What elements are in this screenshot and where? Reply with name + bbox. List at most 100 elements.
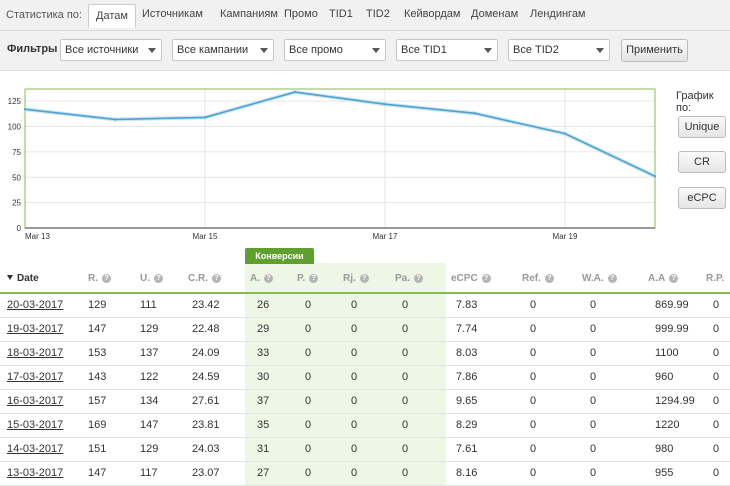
tab-campaigns[interactable]: Кампаниям [220,8,278,20]
header-ecpc-label: eCPC [451,273,478,284]
tab-tid1[interactable]: TID1 [329,8,353,20]
cell-u: 134 [140,395,159,407]
tid2-select[interactable]: Все TID2 [508,39,610,61]
table-row: 20-03-2017 129 111 23.42 26 0 0 0 7.83 0 0 869.99 0 [0,293,730,318]
help-icon[interactable]: ? [669,274,679,283]
chart-by-label: График по: [676,90,714,114]
cell-r: 157 [88,395,107,407]
cell-r: 129 [88,299,107,311]
x-tick-label: Mar 19 [553,232,578,241]
cell-ref: 0 [530,371,537,383]
help-icon[interactable]: ? [154,274,163,283]
cell-aa: 955 [655,467,674,479]
campaigns-select-value: Все кампании [177,44,249,56]
cell-date[interactable]: 19-03-2017 [7,323,64,335]
header-pa[interactable]: Pa.? [395,273,424,284]
tab-promo[interactable]: Промо [284,8,318,20]
help-icon[interactable]: ? [544,274,554,283]
tid1-select[interactable]: Все TID1 [396,39,498,61]
help-icon[interactable]: ? [102,274,111,283]
cell-ecpc: 8.29 [456,419,478,431]
cell-wa: 0 [590,371,597,383]
header-u[interactable]: U.? [140,273,163,284]
cell-ref: 0 [530,419,537,431]
cell-u: 147 [140,419,159,431]
filters-bar: Фильтры Все источники Все кампании Все п… [0,31,730,71]
y-tick-label: 25 [12,199,21,208]
conversions-group-label: Конверсии [245,248,314,264]
cell-date[interactable]: 18-03-2017 [7,347,64,359]
table-row: 15-03-2017 169 147 23.81 35 0 0 0 8.29 0 0 1220 0 [0,413,730,438]
cell-u: 137 [140,347,159,359]
tab-keywords[interactable]: Кейвордам [404,8,461,20]
tab-domains[interactable]: Доменам [471,8,519,20]
cell-rp: 0 [713,467,720,479]
sort-desc-icon [7,275,13,280]
cell-aa: 980 [655,443,674,455]
header-cr[interactable]: C.R.? [188,273,221,284]
chevron-down-icon [484,48,492,53]
cell-date[interactable]: 15-03-2017 [7,419,64,431]
table-row: 18-03-2017 153 137 24.09 33 0 0 0 8.03 0 0 1100 0 [0,341,730,366]
tab-sources[interactable]: Источникам [142,8,203,20]
cell-pa: 0 [402,419,409,431]
header-aa[interactable]: A.A? [648,273,679,284]
cell-ref: 0 [530,299,537,311]
data-point [23,108,27,111]
cell-u: 117 [140,467,158,479]
tab-tid2[interactable]: TID2 [366,8,390,20]
cell-a: 37 [257,395,270,407]
header-ref[interactable]: Ref.? [522,273,554,284]
cell-date[interactable]: 20-03-2017 [7,299,64,311]
help-icon[interactable]: ? [359,274,369,283]
cr-button[interactable]: CR [678,151,726,173]
cell-r: 169 [88,419,107,431]
header-r-label: R. [88,273,98,284]
data-point [473,112,477,115]
data-point [563,132,567,135]
help-icon[interactable]: ? [309,274,319,283]
help-icon[interactable]: ? [414,274,424,283]
tab-dates[interactable]: Датам [88,4,136,28]
header-a[interactable]: A.? [250,273,273,284]
cell-cr: 23.42 [192,299,220,311]
help-icon[interactable]: ? [264,274,273,283]
cell-p: 0 [305,419,312,431]
y-tick-label: 75 [12,148,21,157]
y-tick-label: 100 [8,123,22,132]
cell-date[interactable]: 16-03-2017 [7,395,64,407]
cell-ecpc: 7.74 [456,323,478,335]
chevron-down-icon [596,48,604,53]
help-icon[interactable]: ? [607,274,617,283]
chevron-down-icon [260,48,268,53]
unique-button[interactable]: Unique [678,116,726,138]
ecpc-button[interactable]: eCPC [678,187,726,209]
campaigns-select[interactable]: Все кампании [172,39,274,61]
help-icon[interactable]: ? [481,274,491,283]
promo-select[interactable]: Все промо [284,39,386,61]
header-u-label: U. [140,273,150,284]
data-point [203,116,207,119]
header-rj[interactable]: Rj.? [343,273,369,284]
cell-date[interactable]: 13-03-2017 [7,467,64,479]
header-p[interactable]: P.? [297,273,319,284]
cell-date[interactable]: 14-03-2017 [7,443,64,455]
cell-ecpc: 7.61 [456,443,478,455]
header-wa[interactable]: W.A.? [582,273,617,284]
help-icon[interactable]: ? [212,274,221,283]
header-date[interactable]: Date [7,273,39,284]
header-r[interactable]: R.? [88,273,111,284]
apply-button[interactable]: Применить [621,39,688,62]
tid1-select-value: Все TID1 [401,44,447,56]
header-rp[interactable]: R.P. [706,273,724,284]
sources-select[interactable]: Все источники [60,39,162,61]
cell-p: 0 [305,467,312,479]
cell-ref: 0 [530,347,537,359]
cell-pa: 0 [402,347,409,359]
header-ecpc[interactable]: eCPC? [451,273,491,284]
cell-date[interactable]: 17-03-2017 [7,371,64,383]
cell-ref: 0 [530,467,537,479]
stats-tabs-bar: Статистика по: Датам Источникам Кампания… [0,0,730,31]
tab-landings[interactable]: Лендингам [530,8,586,20]
cell-rj: 0 [351,299,358,311]
